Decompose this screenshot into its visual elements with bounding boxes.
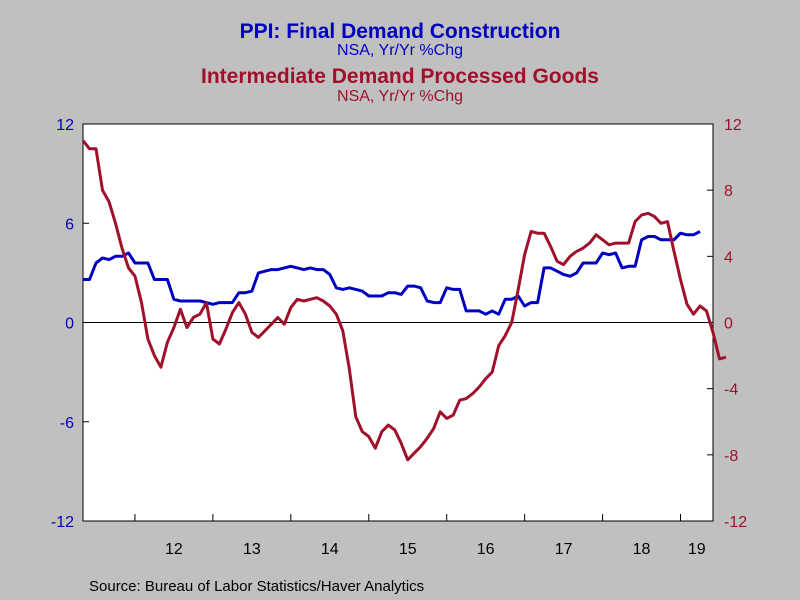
right-y-tick-label: -4 bbox=[724, 382, 738, 399]
left-y-tick-label: -6 bbox=[60, 415, 74, 432]
chart-subtitle-series2: NSA, Yr/Yr %Chg bbox=[337, 88, 463, 105]
left-y-tick-label: 0 bbox=[65, 316, 74, 333]
chart-title-series2: Intermediate Demand Processed Goods bbox=[201, 65, 599, 88]
right-y-tick-label: 12 bbox=[724, 117, 742, 134]
x-tick-label: 16 bbox=[477, 541, 495, 558]
left-y-tick-label: 12 bbox=[56, 117, 74, 134]
chart-title-series1: PPI: Final Demand Construction bbox=[239, 20, 561, 43]
right-y-tick-label: 4 bbox=[724, 249, 733, 266]
x-tick-label: 12 bbox=[165, 541, 183, 558]
chart-subtitle-series1: NSA, Yr/Yr %Chg bbox=[337, 42, 463, 59]
series-line-processed-goods bbox=[81, 139, 727, 462]
x-tick-label: 15 bbox=[399, 541, 417, 558]
left-y-tick-label: 6 bbox=[65, 216, 74, 233]
x-tick-label: 13 bbox=[243, 541, 261, 558]
left-y-tick-label: -12 bbox=[51, 514, 74, 531]
source-note: Source: Bureau of Labor Statistics/Haver… bbox=[89, 578, 425, 595]
right-y-tick-label: -12 bbox=[724, 514, 747, 531]
x-tick-label: 14 bbox=[321, 541, 339, 558]
x-tick-label: 17 bbox=[555, 541, 573, 558]
right-y-tick-label: 8 bbox=[724, 183, 733, 200]
x-tick-label: 18 bbox=[633, 541, 651, 558]
right-y-tick-label: 0 bbox=[724, 316, 733, 333]
x-tick-label: 19 bbox=[688, 541, 706, 558]
series-line-final-demand-construction bbox=[83, 230, 701, 316]
right-y-tick-label: -8 bbox=[724, 448, 738, 465]
